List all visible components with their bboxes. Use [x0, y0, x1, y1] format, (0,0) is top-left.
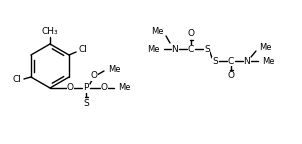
- Text: Me: Me: [259, 42, 271, 52]
- Text: Cl: Cl: [78, 46, 87, 54]
- Text: Me: Me: [118, 84, 130, 92]
- Text: N: N: [172, 44, 178, 54]
- Text: O: O: [101, 84, 108, 92]
- Text: Me: Me: [152, 28, 164, 36]
- Text: N: N: [244, 56, 250, 66]
- Text: Cl: Cl: [12, 75, 21, 85]
- Text: O: O: [91, 72, 98, 80]
- Text: CH₃: CH₃: [42, 27, 58, 36]
- Text: S: S: [83, 98, 89, 108]
- Text: P: P: [83, 84, 89, 92]
- Text: Me: Me: [108, 65, 120, 73]
- Text: Me: Me: [147, 44, 160, 54]
- Text: C: C: [188, 44, 194, 54]
- Text: O: O: [227, 72, 234, 80]
- Text: C: C: [228, 56, 234, 66]
- Text: S: S: [212, 56, 218, 66]
- Text: O: O: [188, 30, 194, 38]
- Text: O: O: [66, 84, 73, 92]
- Text: Me: Me: [262, 56, 275, 66]
- Text: S: S: [204, 44, 210, 54]
